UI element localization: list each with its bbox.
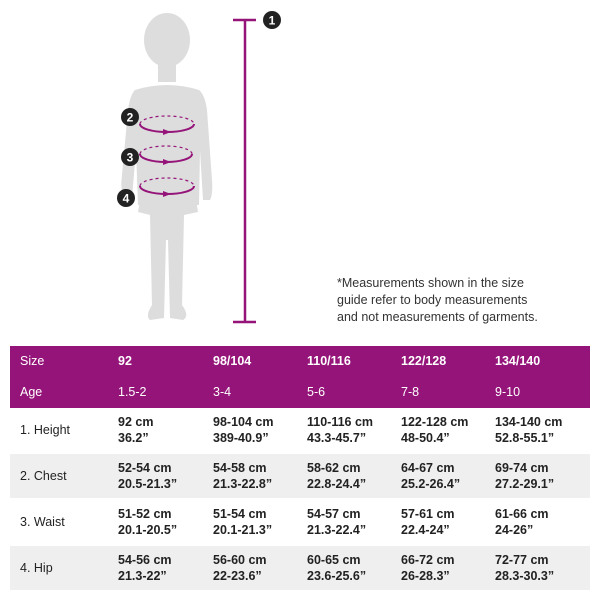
svg-text:3: 3: [127, 151, 134, 165]
cm-value: 69-74 cm: [495, 461, 549, 475]
size-cell: 134/140: [495, 354, 541, 368]
inch-value: 20.5-21.3”: [118, 477, 178, 491]
row-label: 4. Hip: [20, 561, 53, 575]
size-label: Size: [20, 354, 45, 368]
measurement-cell: 69-74 cm 27.2-29.1”: [495, 460, 554, 492]
cm-value: 66-72 cm: [401, 553, 455, 567]
measurement-figure: 1 2 3 4: [117, 11, 281, 324]
inch-value: 25.2-26.4”: [401, 477, 461, 491]
measurement-cell: 60-65 cm 23.6-25.6”: [307, 552, 366, 584]
measurement-cell: 54-58 cm 21.3-22.8”: [213, 460, 272, 492]
measurement-cell: 57-61 cm 22.4-24”: [401, 506, 455, 538]
cm-value: 72-77 cm: [495, 553, 549, 567]
svg-text:4: 4: [123, 192, 130, 206]
measurement-cell: 51-52 cm 20.1-20.5”: [118, 506, 177, 538]
age-cell: 1.5-2: [118, 385, 147, 399]
age-row: Age 1.5-2 3-4 5-6 7-8 9-10: [10, 385, 590, 407]
child-silhouette: [121, 13, 213, 320]
cm-value: 134-140 cm: [495, 415, 563, 429]
cm-value: 58-62 cm: [307, 461, 361, 475]
measurement-cell: 98-104 cm 389-40.9”: [213, 414, 273, 446]
size-row: Size 92 98/104 110/116 122/128 134/140: [10, 354, 590, 376]
cm-value: 60-65 cm: [307, 553, 361, 567]
badge-4: 4: [117, 189, 135, 207]
inch-value: 22.4-24”: [401, 523, 450, 537]
cm-value: 57-61 cm: [401, 507, 455, 521]
measurement-cell: 110-116 cm 43.3-45.7”: [307, 414, 373, 446]
measurement-cell: 54-57 cm 21.3-22.4”: [307, 506, 366, 538]
cm-value: 52-54 cm: [118, 461, 172, 475]
row-label: 2. Chest: [20, 469, 67, 483]
badge-1: 1: [263, 11, 281, 29]
cm-value: 61-66 cm: [495, 507, 549, 521]
measurement-cell: 51-54 cm 20.1-21.3”: [213, 506, 272, 538]
inch-value: 22-23.6”: [213, 569, 262, 583]
cm-value: 110-116 cm: [307, 415, 374, 429]
inch-value: 27.2-29.1”: [495, 477, 555, 491]
badge-3: 3: [121, 148, 139, 166]
cm-value: 54-57 cm: [307, 507, 361, 521]
cm-value: 51-52 cm: [118, 507, 172, 521]
table-row: 4. Hip 54-56 cm 21.3-22” 56-60 cm 22-23.6” 60…: [10, 546, 590, 590]
cm-value: 54-56 cm: [118, 553, 172, 567]
age-cell: 9-10: [495, 385, 521, 399]
size-cell: 92: [118, 354, 132, 368]
cm-value: 51-54 cm: [213, 507, 267, 521]
table-row: 1. Height 92 cm 36.2” 98-104 cm 389-40.9” 110…: [10, 408, 590, 452]
svg-text:2: 2: [127, 111, 134, 125]
inch-value: 43.3-45.7”: [307, 431, 367, 445]
size-cell: 110/116: [307, 354, 351, 368]
inch-value: 36.2”: [118, 431, 149, 445]
measurement-cell: 92 cm 36.2”: [118, 414, 153, 446]
inch-value: 23.6-25.6”: [307, 569, 367, 583]
inch-value: 22.8-24.4”: [307, 477, 367, 491]
inch-value: 21.3-22”: [118, 569, 167, 583]
measurement-cell: 58-62 cm 22.8-24.4”: [307, 460, 366, 492]
measurement-cell: 64-67 cm 25.2-26.4”: [401, 460, 460, 492]
inch-value: 48-50.4”: [401, 431, 450, 445]
age-label: Age: [20, 385, 43, 399]
measurement-cell: 72-77 cm 28.3-30.3”: [495, 552, 554, 584]
size-cell: 98/104: [213, 354, 252, 368]
measurement-note: *Measurements shown in the size guide re…: [337, 276, 538, 324]
measurement-cell: 66-72 cm 26-28.3”: [401, 552, 455, 584]
svg-text:1: 1: [269, 14, 276, 28]
inch-value: 52.8-55.1”: [495, 431, 555, 445]
inch-value: 21.3-22.4”: [307, 523, 367, 537]
table-row: 2. Chest 52-54 cm 20.5-21.3” 54-58 cm 21.3-2…: [10, 454, 590, 498]
cm-value: 122-128 cm: [401, 415, 469, 429]
cm-value: 64-67 cm: [401, 461, 455, 475]
row-label: 1. Height: [20, 423, 71, 437]
inch-value: 20.1-20.5”: [118, 523, 178, 537]
size-cell: 122/128: [401, 354, 447, 368]
measurement-cell: 134-140 cm 52.8-55.1”: [495, 414, 562, 446]
size-table: Size 92 98/104 110/116 122/128 134/140 A…: [10, 346, 590, 590]
measurement-cell: 61-66 cm 24-26”: [495, 506, 549, 538]
measurement-cell: 52-54 cm 20.5-21.3”: [118, 460, 177, 492]
badge-2: 2: [121, 108, 139, 126]
table-header: Size 92 98/104 110/116 122/128 134/140 A…: [10, 346, 590, 408]
inch-value: 21.3-22.8”: [213, 477, 273, 491]
measurement-cell: 122-128 cm 48-50.4”: [401, 414, 468, 446]
row-label: 3. Waist: [20, 515, 65, 529]
inch-value: 20.1-21.3”: [213, 523, 273, 537]
inch-value: 389-40.9”: [213, 431, 269, 445]
age-cell: 7-8: [401, 385, 420, 399]
age-cell: 3-4: [213, 385, 232, 399]
inch-value: 24-26”: [495, 523, 534, 537]
table-row: 3. Waist 51-52 cm 20.1-20.5” 51-54 cm 20.1-2…: [10, 500, 590, 544]
cm-value: 98-104 cm: [213, 415, 274, 429]
cm-value: 92 cm: [118, 415, 154, 429]
inch-value: 28.3-30.3”: [495, 569, 555, 583]
measurement-cell: 54-56 cm 21.3-22”: [118, 552, 172, 584]
inch-value: 26-28.3”: [401, 569, 450, 583]
height-line: [233, 18, 256, 324]
measurement-cell: 56-60 cm 22-23.6”: [213, 552, 267, 584]
age-cell: 5-6: [307, 385, 326, 399]
cm-value: 56-60 cm: [213, 553, 267, 567]
arrow-heads: [163, 129, 171, 197]
cm-value: 54-58 cm: [213, 461, 267, 475]
